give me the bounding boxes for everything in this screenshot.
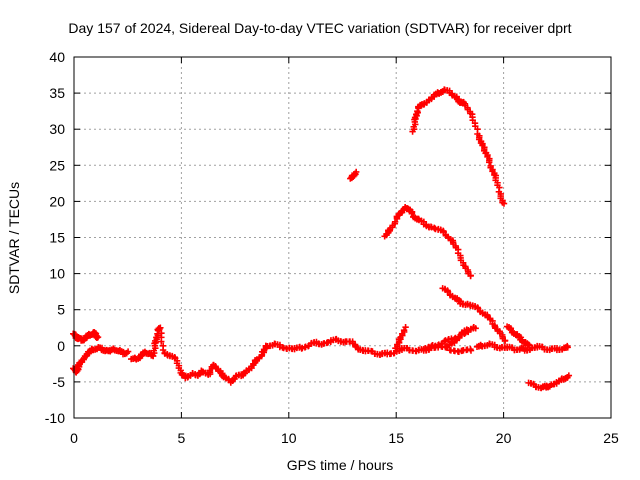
x-tick-label: 0: [70, 430, 78, 446]
x-axis-label: GPS time / hours: [287, 457, 394, 473]
y-tick-label: -5: [53, 374, 66, 390]
data-point: [157, 324, 164, 331]
grid: [74, 57, 611, 418]
data-point: [94, 333, 102, 341]
series-arc-3: [127, 324, 268, 386]
series-arc-1: [70, 329, 102, 344]
y-axis-label: SDTVAR / TECUs: [6, 182, 22, 294]
data-point: [467, 347, 475, 354]
y-tick-label: 25: [49, 157, 65, 173]
chart-title: Day 157 of 2024, Sidereal Day-to-day VTE…: [68, 20, 571, 36]
y-tick-label: 40: [49, 49, 65, 65]
data-point: [156, 325, 163, 333]
series-arc-10: [392, 323, 409, 352]
series-arc-8: [473, 340, 571, 354]
y-tick-label: 15: [49, 230, 65, 246]
series-arc-14: [347, 168, 360, 182]
x-tick-label: 5: [178, 430, 186, 446]
series-arc-6: [409, 86, 508, 207]
y-tick-label: 35: [49, 85, 65, 101]
y-tick-label: 5: [57, 302, 65, 318]
y-tick-label: 10: [49, 266, 65, 282]
data-point: [158, 338, 165, 345]
data-point: [472, 325, 479, 332]
series-arc-12: [443, 326, 471, 350]
x-tick-label: 25: [603, 430, 619, 446]
data-point: [525, 341, 532, 348]
y-tick-label: 20: [49, 193, 65, 209]
series-arc-5: [381, 203, 474, 280]
data-point: [485, 159, 493, 166]
series-arc-4: [259, 335, 475, 359]
data-point: [402, 323, 409, 331]
series-arc-11: [422, 323, 479, 352]
data-points: [70, 86, 573, 392]
data-point: [463, 327, 470, 334]
series-arc-9: [503, 323, 533, 349]
x-tick-label: 20: [496, 430, 512, 446]
x-tick-label: 10: [281, 430, 297, 446]
data-point: [467, 272, 474, 280]
y-tick-label: 0: [57, 338, 65, 354]
series-arc-2: [70, 344, 132, 376]
data-point: [565, 372, 573, 379]
y-tick-label: 30: [49, 121, 65, 137]
x-tick-label: 15: [388, 430, 404, 446]
data-point: [352, 168, 360, 176]
series-arc-7: [439, 285, 509, 345]
data-point: [501, 337, 509, 345]
series-arc-13: [525, 372, 573, 392]
axis-ticks: 0 5 10 15 20 25 -10 -5 0 5 10 15 20 25 30 35 40: [45, 49, 619, 446]
data-point: [124, 348, 132, 355]
data-point: [564, 342, 571, 350]
y-tick-label: -10: [45, 410, 65, 426]
data-point: [500, 200, 508, 207]
